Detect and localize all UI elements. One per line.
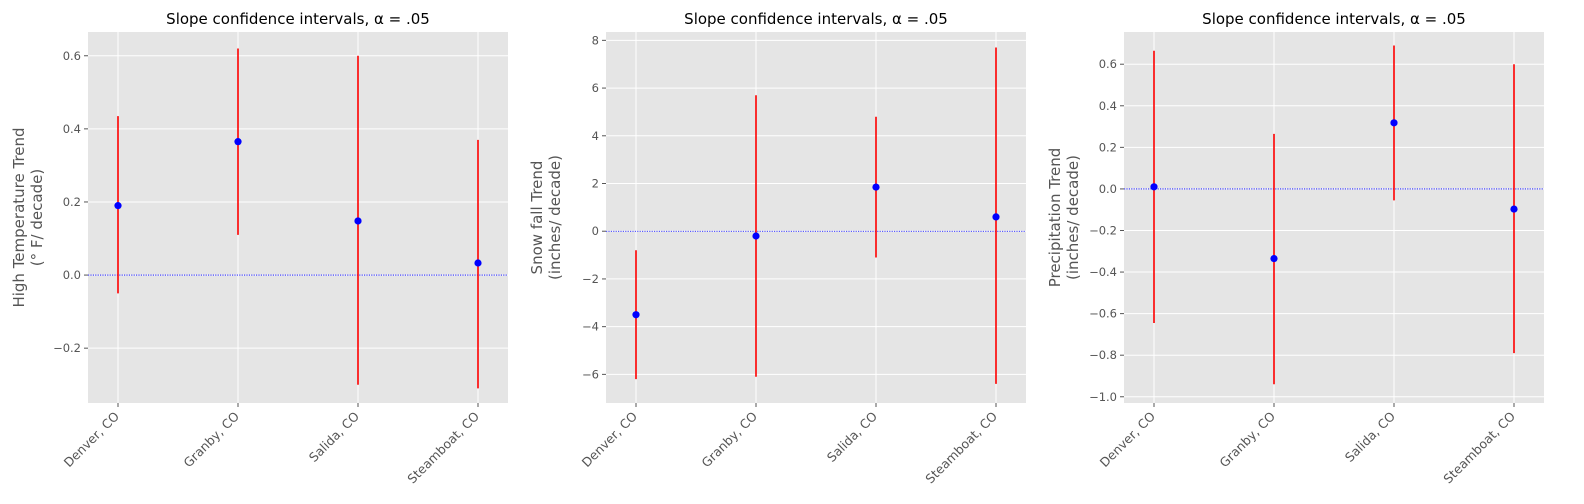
y-tick-label: 0.4 <box>1099 99 1117 113</box>
y-tick-label: 0 <box>592 224 599 238</box>
y-tick-label: 0.4 <box>63 122 81 136</box>
point-estimate <box>1390 119 1398 127</box>
x-tick-label: Denver, CO <box>579 408 641 470</box>
chart-title: Slope confidence intervals, α = .05 <box>1202 10 1466 28</box>
point-estimate <box>354 217 362 225</box>
plot-area <box>88 32 508 403</box>
point-estimate <box>1150 183 1158 191</box>
point-estimate <box>114 202 122 210</box>
plot-area <box>606 32 1026 403</box>
y-axis-label: High Temperature Trend <box>10 127 28 307</box>
y-tick-label: −6 <box>582 367 599 381</box>
y-tick-label: −0.4 <box>1089 265 1117 279</box>
x-tick-label: Steamboat, CO <box>922 408 1000 486</box>
y-axis-label: Snow fall Trend <box>528 161 546 275</box>
y-tick-label: 0.0 <box>1099 182 1117 196</box>
y-tick-label: −1.0 <box>1089 390 1117 404</box>
y-tick-label: −4 <box>582 320 599 334</box>
y-tick-label: 0.0 <box>63 268 81 282</box>
x-tick-label: Granby, CO <box>180 408 242 470</box>
y-axis-label-units: (inches/ decade) <box>1064 155 1082 280</box>
plot-area <box>1124 32 1544 403</box>
y-axis-label: Precipitation Trend <box>1046 148 1064 288</box>
x-tick-label: Salida, CO <box>1342 408 1398 464</box>
x-tick-label: Steamboat, CO <box>404 408 482 486</box>
y-tick-label: 4 <box>592 129 599 143</box>
x-tick-label: Denver, CO <box>61 408 123 470</box>
point-estimate <box>474 259 482 267</box>
y-tick-label: −0.2 <box>1089 223 1117 237</box>
y-tick-label: 2 <box>592 177 599 191</box>
chart-title: Slope confidence intervals, α = .05 <box>684 10 948 28</box>
x-tick-label: Denver, CO <box>1097 408 1159 470</box>
point-estimate <box>872 183 880 191</box>
point-estimate <box>752 232 760 240</box>
x-tick-label: Granby, CO <box>698 408 760 470</box>
x-tick-label: Steamboat, CO <box>1440 408 1518 486</box>
y-tick-label: 0.6 <box>63 49 81 63</box>
point-estimate <box>234 138 242 146</box>
point-estimate <box>1510 205 1518 213</box>
y-tick-label: −2 <box>582 272 599 286</box>
chart-panel-3: −1.0 −0.8 −0.6 −0.4 −0.2 0.0 0.2 0.4 0.6 Denver, … <box>1046 10 1544 486</box>
y-tick-label: 0.2 <box>63 195 81 209</box>
y-tick-label: −0.6 <box>1089 307 1117 321</box>
y-tick-label: 0.2 <box>1099 140 1117 154</box>
y-tick-label: 8 <box>592 33 599 47</box>
point-estimate <box>632 311 640 319</box>
chart-title: Slope confidence intervals, α = .05 <box>166 10 430 28</box>
y-tick-label: −0.2 <box>53 341 81 355</box>
y-tick-label: 6 <box>592 81 599 95</box>
y-tick-label: 0.6 <box>1099 57 1117 71</box>
point-estimate <box>992 213 1000 221</box>
x-tick-label: Salida, CO <box>306 408 362 464</box>
y-tick-label: −0.8 <box>1089 348 1117 362</box>
y-axis-label-units: (inches/ decade) <box>546 155 564 280</box>
chart-panel-2: −6 −4 −2 0 2 4 6 8 Denver, CO Granby, CO Salida, C… <box>528 10 1026 486</box>
y-axis-label-units: (° F/ decade) <box>28 169 46 266</box>
x-tick-label: Salida, CO <box>824 408 880 464</box>
x-tick-label: Granby, CO <box>1216 408 1278 470</box>
point-estimate <box>1270 254 1278 263</box>
chart-panel-1: −0.2 0.0 0.2 0.4 0.6 Denver, CO Granby, CO Sali… <box>10 10 508 486</box>
